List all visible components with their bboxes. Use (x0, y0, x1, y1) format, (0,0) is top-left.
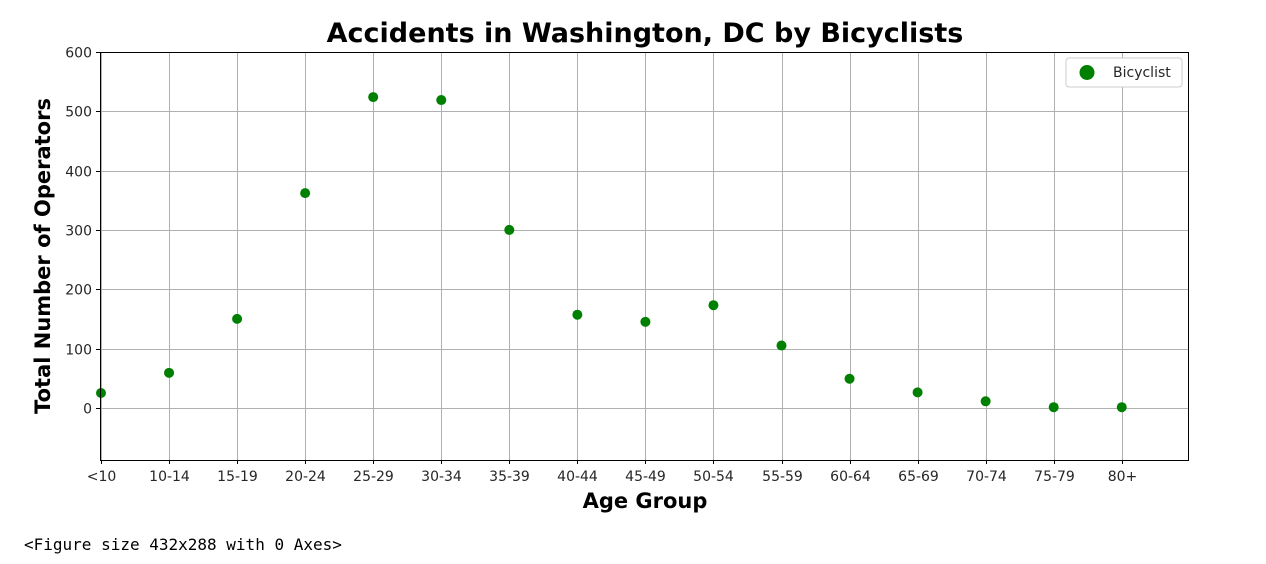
data-point (1116, 402, 1127, 413)
data-point (572, 309, 583, 320)
x-tick-label: 50-54 (693, 469, 734, 485)
x-tick-label: 10-14 (149, 469, 190, 485)
y-tick-label: 400 (65, 165, 92, 181)
x-axis-label: Age Group (583, 489, 708, 513)
y-axis-ticks: 0 100 200 300 400 500 600 (65, 46, 100, 418)
data-point (164, 367, 175, 378)
x-tick-label: 70-74 (966, 469, 1007, 485)
data-point (504, 224, 515, 235)
x-tick-label: 25-29 (353, 469, 394, 485)
chart-title: Accidents in Washington, DC by Bicyclist… (327, 18, 964, 49)
y-tick-label: 200 (65, 283, 92, 299)
x-tick-label: 75-79 (1034, 469, 1075, 485)
data-point (776, 340, 787, 351)
x-tick-label: 40-44 (557, 469, 598, 485)
y-tick-label: 300 (65, 224, 92, 240)
legend-marker (1079, 65, 1095, 80)
data-point (708, 300, 719, 311)
chart: Accidents in Washington, DC by Bicyclist… (31, 18, 1189, 513)
x-tick-label: 60-64 (830, 469, 871, 485)
x-tick-label: 55-59 (762, 469, 803, 485)
x-tick-label: 80+ (1108, 469, 1138, 485)
data-point (640, 316, 651, 327)
x-tick-label: 45-49 (625, 469, 666, 485)
x-tick-label: <10 (87, 469, 117, 485)
legend-box (1065, 57, 1183, 88)
data-point (232, 313, 243, 324)
x-tick-label: 65-69 (898, 469, 939, 485)
x-tick-label: 30-34 (421, 469, 462, 485)
data-point (436, 95, 447, 106)
figure-output-text: <Figure size 432x288 with 0 Axes> (24, 535, 342, 554)
data-point (980, 396, 991, 407)
x-tick-label: 20-24 (285, 469, 326, 485)
x-tick-label: 15-19 (217, 469, 258, 485)
legend-label: Bicyclist (1113, 65, 1171, 81)
data-point (300, 188, 311, 199)
y-tick-label: 600 (65, 46, 92, 62)
data-point (368, 92, 379, 103)
data-point (912, 387, 923, 398)
x-axis-ticks: <10 10-14 15-19 20-24 25-29 30-34 35-39 40-44 45… (87, 460, 1138, 485)
data-point (1048, 402, 1059, 413)
y-axis-label: Total Number of Operators (31, 98, 55, 414)
plot-frame (100, 52, 1189, 461)
grid (100, 52, 1188, 460)
y-tick-label: 100 (65, 343, 92, 359)
data-point (844, 373, 855, 384)
legend: Bicyclist (1065, 57, 1183, 88)
x-tick-label: 35-39 (489, 469, 530, 485)
y-tick-label: 0 (83, 402, 92, 418)
data-points (96, 92, 1127, 413)
y-tick-label: 500 (65, 105, 92, 121)
